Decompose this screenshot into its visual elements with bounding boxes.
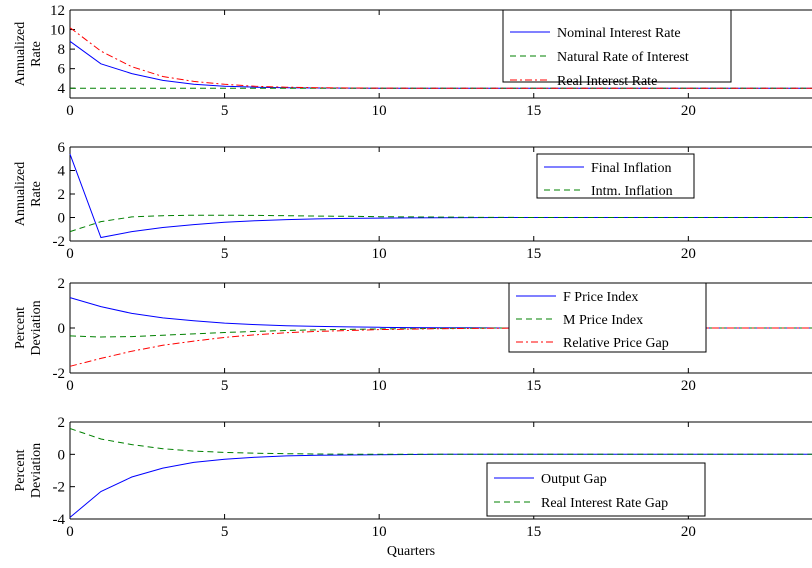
- y-tick-label: 0: [58, 321, 66, 337]
- legend: Final Inflation Intm. Inflation: [536, 153, 695, 199]
- legend-label: Relative Price Gap: [563, 336, 669, 351]
- x-tick-label: 0: [66, 378, 74, 394]
- y-axis-label: Deviation: [29, 300, 44, 355]
- y-tick-label: 6: [58, 62, 66, 78]
- x-axis-label: Quarters: [387, 544, 435, 559]
- x-tick-label: 10: [372, 378, 387, 394]
- x-tick-label: 0: [66, 524, 74, 540]
- y-axis-label: Deviation: [29, 443, 44, 498]
- legend-label: Final Inflation: [591, 161, 672, 176]
- legend-box: [536, 153, 695, 199]
- y-axis-label: Percent: [13, 449, 28, 491]
- x-tick-label: 0: [66, 103, 74, 119]
- legend-label: Intm. Inflation: [591, 184, 673, 199]
- legend-label: Nominal Interest Rate: [557, 26, 681, 41]
- legend-label: M Price Index: [563, 313, 643, 328]
- legend-box: [508, 282, 707, 353]
- x-tick-label: 20: [681, 378, 696, 394]
- legend-box: [502, 9, 732, 83]
- legend-label: Output Gap: [541, 472, 607, 487]
- x-tick-label: 20: [681, 246, 696, 262]
- panel-1: 0 5 10 15 20 4 6 8 10 12 Annualized Rate Nominal Int…: [13, 3, 812, 119]
- legend: Nominal Interest Rate Natural Rate of Int…: [502, 9, 732, 89]
- y-axis-label: Rate: [29, 181, 44, 207]
- y-tick-label: 2: [58, 415, 66, 431]
- y-tick-label: 12: [50, 3, 65, 19]
- y-tick-label: 8: [58, 42, 66, 58]
- y-axis-label: Rate: [29, 41, 44, 67]
- y-axis-label: Annualized: [13, 162, 28, 227]
- y-tick-label: 2: [58, 187, 66, 203]
- legend: F Price Index M Price Index Relative Price…: [508, 282, 707, 353]
- x-tick-label: 10: [372, 103, 387, 119]
- y-tick-label: 0: [58, 447, 66, 463]
- x-tick-label: 5: [221, 524, 229, 540]
- x-tick-label: 5: [221, 378, 229, 394]
- legend: Output Gap Real Interest Rate Gap: [486, 462, 706, 517]
- legend-label: Natural Rate of Interest: [557, 50, 689, 65]
- y-tick-label: -2: [53, 480, 66, 496]
- y-tick-label: 10: [50, 23, 65, 39]
- y-tick-label: 0: [58, 211, 66, 227]
- x-tick-label: 5: [221, 246, 229, 262]
- y-axis-label: Percent: [13, 307, 28, 349]
- y-tick-label: -4: [53, 512, 66, 528]
- legend-label: Real Interest Rate: [557, 74, 657, 89]
- x-tick-label: 15: [526, 378, 541, 394]
- x-tick-label: 10: [372, 246, 387, 262]
- y-tick-label: 4: [58, 81, 66, 97]
- x-tick-label: 10: [372, 524, 387, 540]
- series-line-3: [69, 27, 812, 89]
- series-line-2: [69, 428, 812, 455]
- y-axis-label: Annualized: [13, 22, 28, 87]
- x-tick-label: 5: [221, 103, 229, 119]
- x-tick-label: 15: [526, 246, 541, 262]
- y-tick-label: 2: [58, 276, 66, 292]
- x-tick-label: 15: [526, 103, 541, 119]
- series-line-1: [69, 153, 812, 239]
- y-tick-label: 4: [58, 164, 66, 180]
- panel-4: 0 5 10 15 20 -4 -2 0 2 Percent Deviation Quarters Ou…: [13, 415, 812, 559]
- y-tick-label: -2: [53, 234, 66, 250]
- legend-label: Real Interest Rate Gap: [541, 496, 668, 511]
- series-line-2: [69, 327, 812, 338]
- x-tick-label: 20: [681, 103, 696, 119]
- x-tick-label: 0: [66, 246, 74, 262]
- legend-box: [486, 462, 706, 517]
- x-tick-label: 15: [526, 524, 541, 540]
- series-line-2: [69, 214, 812, 233]
- x-tick-label: 20: [681, 524, 696, 540]
- y-tick-label: 6: [58, 140, 66, 156]
- y-tick-label: -2: [53, 366, 66, 382]
- legend-label: F Price Index: [563, 290, 638, 305]
